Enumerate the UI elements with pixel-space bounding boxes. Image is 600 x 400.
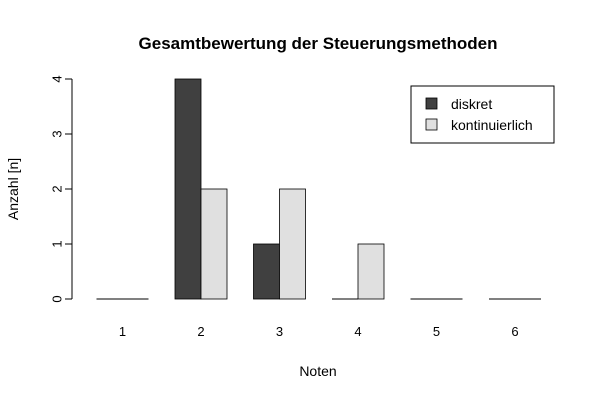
legend-box xyxy=(410,85,555,144)
bar-diskret-3 xyxy=(253,243,280,300)
y-tick-label: 0 xyxy=(49,295,64,302)
y-tick-label: 3 xyxy=(49,130,64,137)
bar-kontinuierlich-3 xyxy=(279,188,306,300)
legend-swatch-diskret xyxy=(425,97,438,110)
x-tick-label: 2 xyxy=(197,324,204,339)
y-tick-label: 4 xyxy=(49,75,64,82)
bar-kontinuierlich-4 xyxy=(357,243,385,300)
bar-diskret-2 xyxy=(174,78,202,300)
y-tick-label: 1 xyxy=(49,240,64,247)
legend-swatch-kontinuierlich xyxy=(425,118,438,131)
x-tick-label: 3 xyxy=(276,324,283,339)
bar-kontinuierlich-2 xyxy=(200,188,228,300)
y-axis-label: Anzahl [n] xyxy=(5,158,21,220)
x-axis-label: Noten xyxy=(299,363,336,379)
x-tick-label: 1 xyxy=(119,324,126,339)
x-tick-label: 5 xyxy=(433,324,440,339)
x-tick-label: 6 xyxy=(511,324,518,339)
y-tick-label: 2 xyxy=(49,185,64,192)
y-axis: 0 1 2 3 4 xyxy=(49,75,73,303)
x-tick-labels: 1 2 3 4 5 6 xyxy=(119,324,519,339)
legend-label-kontinuierlich: kontinuierlich xyxy=(451,117,533,133)
bars xyxy=(96,78,541,300)
legend-label-diskret: diskret xyxy=(451,96,492,112)
chart-title: Gesamtbewertung der Steuerungsmethoden xyxy=(139,34,498,53)
legend: diskret kontinuierlich xyxy=(410,85,555,144)
x-tick-label: 4 xyxy=(354,324,361,339)
